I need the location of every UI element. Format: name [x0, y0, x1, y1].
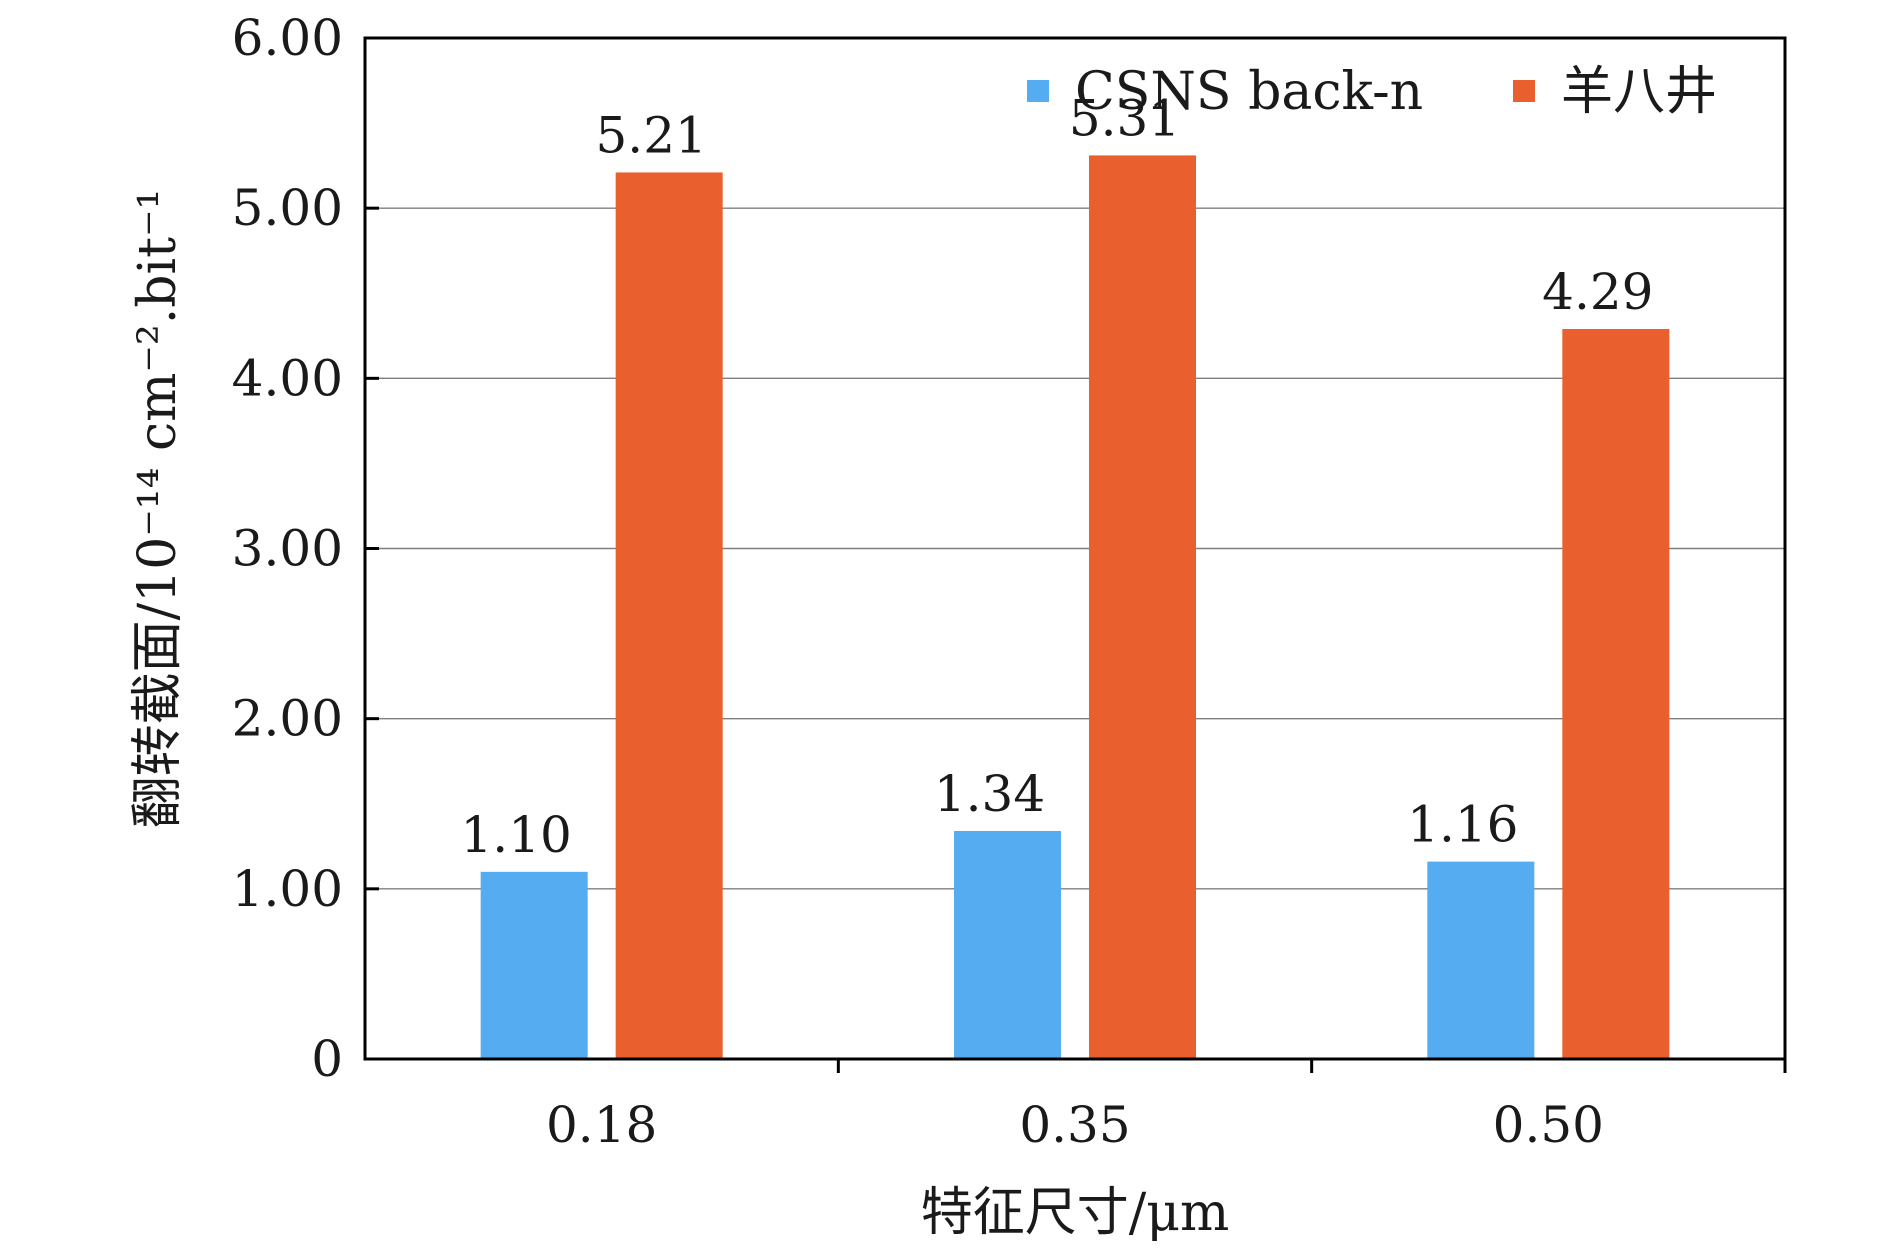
legend-label-1: 羊八井	[1561, 62, 1717, 122]
legend: CSNS back-n 羊八井	[1027, 62, 1717, 122]
y-axis-ticks: 0 1.00 2.00 3.00 4.00 5.00 6.00	[232, 9, 379, 1088]
y-tick-label: 1.00	[232, 860, 343, 918]
bar-series-0-1	[954, 830, 1061, 1059]
bar-series-1-0	[615, 172, 723, 1060]
x-axis-ticks: 0.18 0.35 0.50	[546, 1059, 1787, 1154]
x-axis-label: 特征尺寸/μm	[921, 1183, 1230, 1243]
y-tick-label: 2.00	[232, 690, 343, 748]
data-label: 5.31	[1069, 89, 1180, 147]
data-label: 1.16	[1407, 796, 1518, 854]
data-label: 4.29	[1542, 263, 1653, 321]
bars	[480, 155, 1670, 1060]
bar-series-0-2	[1427, 861, 1535, 1059]
x-tick-label: 0.50	[1493, 1096, 1604, 1154]
legend-label-0: CSNS back-n	[1075, 62, 1423, 122]
x-tick-label: 0.18	[546, 1096, 657, 1154]
y-tick-label: 5.00	[232, 179, 343, 237]
data-label: 1.10	[461, 806, 572, 864]
data-label: 5.21	[596, 106, 707, 164]
y-axis-label: 翻转截面/10⁻¹⁴ cm⁻².bit⁻¹	[128, 189, 188, 829]
y-tick-label: 6.00	[232, 9, 343, 67]
legend-swatch-0	[1027, 80, 1049, 102]
y-tick-label: 4.00	[232, 349, 343, 407]
y-tick-label: 0	[311, 1030, 343, 1088]
x-tick-label: 0.35	[1019, 1096, 1130, 1154]
gridlines	[365, 207, 1785, 890]
data-labels: 1.10 5.21 1.34 5.31 1.16 4.29	[461, 89, 1654, 863]
data-label: 1.34	[934, 765, 1045, 823]
y-tick-label: 3.00	[232, 520, 343, 578]
legend-swatch-1	[1513, 80, 1535, 102]
bar-series-1-1	[1089, 155, 1196, 1060]
bar-series-0-0	[480, 871, 588, 1059]
bar-series-1-2	[1562, 328, 1670, 1059]
